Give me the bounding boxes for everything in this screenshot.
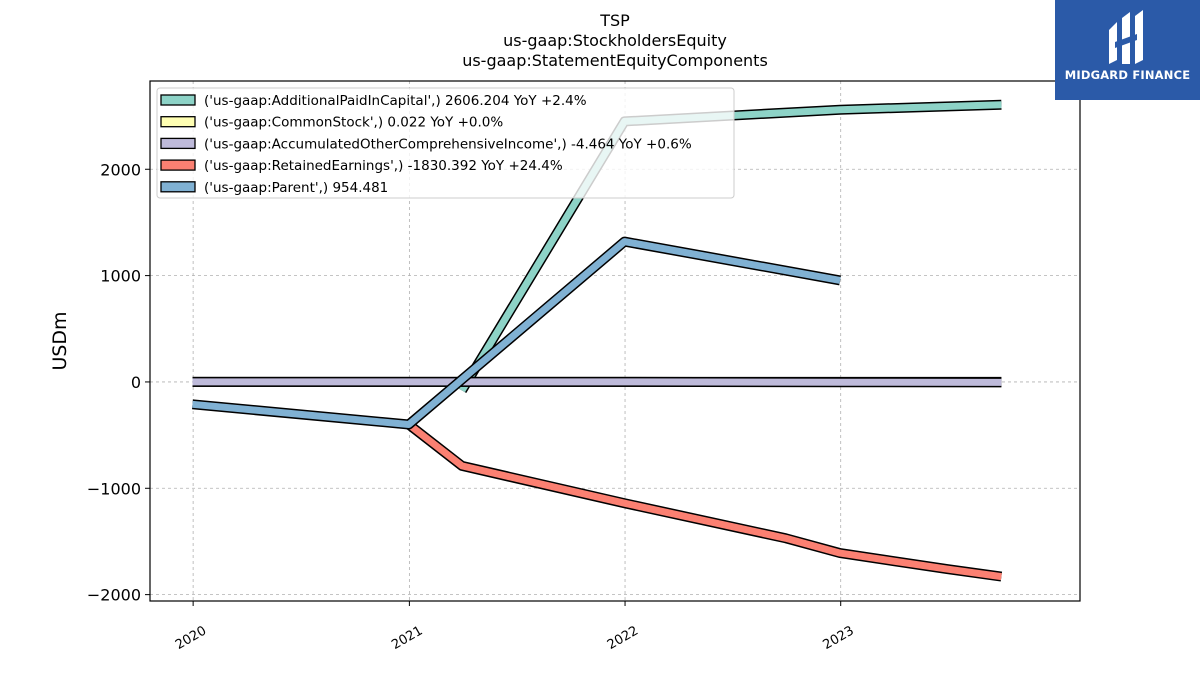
x-tick-label: 2023 (821, 623, 857, 653)
y-axis: −2000 −1000 0 1000 2000 (87, 160, 150, 605)
series-line-fill (406, 421, 1002, 581)
series-line (192, 376, 1002, 388)
series-line-fill (192, 378, 1002, 386)
legend-entry: ('us-gaap:Parent',) 954.481 (204, 180, 388, 196)
series-line (192, 236, 841, 430)
legend-swatch (160, 159, 196, 171)
legend-swatch (160, 181, 196, 193)
legend-swatch (160, 94, 196, 106)
series-lines (192, 99, 1003, 582)
chart-title-line: us-gaap:StockholdersEquity (503, 31, 727, 50)
y-tick-label: 1000 (100, 267, 141, 286)
midgard-logo-icon (1109, 10, 1143, 64)
legend-entry: ('us-gaap:CommonStock',) 0.022 YoY +0.0% (204, 115, 503, 131)
plot-frame (149, 80, 1081, 602)
legend-swatch (160, 137, 196, 150)
y-tick-label: −2000 (87, 586, 141, 605)
y-tick-label: 0 (131, 373, 141, 392)
legend: ('us-gaap:AdditionalPaidInCapital',) 260… (156, 87, 735, 199)
x-tick-label: 2020 (173, 623, 209, 653)
series-line (405, 420, 1003, 582)
chart-title: TSPus-gaap:StockholdersEquityus-gaap:Sta… (462, 11, 768, 70)
series-line-fill (192, 238, 841, 428)
brand-logo: MIDGARD FINANCE (1055, 0, 1200, 100)
legend-entry: ('us-gaap:AccumulatedOtherComprehensiveI… (204, 136, 692, 152)
y-tick-label: −1000 (87, 479, 141, 498)
x-axis: 2020 2021 2022 2023 (173, 601, 857, 653)
legend-box (156, 87, 735, 199)
chart-title-line: us-gaap:StatementEquityComponents (462, 51, 768, 70)
y-tick-label: 2000 (100, 160, 141, 179)
brand-name: MIDGARD FINANCE (1064, 68, 1191, 82)
x-tick-label: 2021 (389, 623, 425, 653)
legend-entry: ('us-gaap:RetainedEarnings',) -1830.392 … (204, 158, 563, 174)
series-line-outline (405, 420, 1003, 582)
chart-title-line: TSP (599, 11, 630, 30)
legend-entry: ('us-gaap:AdditionalPaidInCapital',) 260… (204, 93, 587, 109)
x-tick-label: 2022 (605, 623, 641, 653)
y-axis-label: USDm (49, 311, 71, 370)
legend-swatch (160, 116, 196, 128)
